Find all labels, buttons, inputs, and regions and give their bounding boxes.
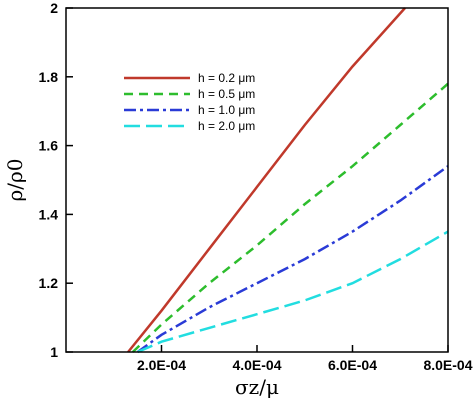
series-line-1 bbox=[127, 7, 406, 353]
x-tick-label: 4.0E-04 bbox=[232, 357, 281, 373]
y-tick-label: 1.6 bbox=[39, 138, 59, 154]
y-axis-title: ρ/ρ0 bbox=[3, 159, 27, 202]
y-tick-label: 1 bbox=[50, 344, 58, 360]
y-tick-label: 1.4 bbox=[39, 206, 59, 222]
ticks-layer: 2.0E-04 4.0E-04 6.0E-04 8.0E-04 1 1.2 1.4 1.6 1.… bbox=[39, 0, 473, 373]
legend-label: h = 1.0 μm bbox=[198, 103, 255, 117]
y-tick-label: 1.8 bbox=[39, 69, 59, 85]
y-tick-label: 1.2 bbox=[39, 275, 59, 291]
legend-label: h = 0.2 μm bbox=[198, 71, 255, 85]
x-tick-label: 6.0E-04 bbox=[328, 357, 377, 373]
legend-label: h = 2.0 μm bbox=[198, 119, 255, 133]
x-tick-label: 8.0E-04 bbox=[423, 357, 472, 373]
legend-label: h = 0.5 μm bbox=[198, 87, 255, 101]
y-tick-label: 2 bbox=[50, 0, 58, 16]
legend: h = 0.2 μm h = 0.5 μm h = 1.0 μm h = 2.0 μm bbox=[124, 71, 255, 133]
series-line-2 bbox=[131, 82, 449, 353]
plot-frame bbox=[65, 7, 449, 353]
x-tick-label: 2.0E-04 bbox=[137, 357, 186, 373]
series-line-4 bbox=[137, 230, 449, 354]
series-layer bbox=[127, 7, 449, 354]
x-axis-title: σz/μ bbox=[235, 375, 279, 399]
series-line-3 bbox=[136, 165, 449, 354]
